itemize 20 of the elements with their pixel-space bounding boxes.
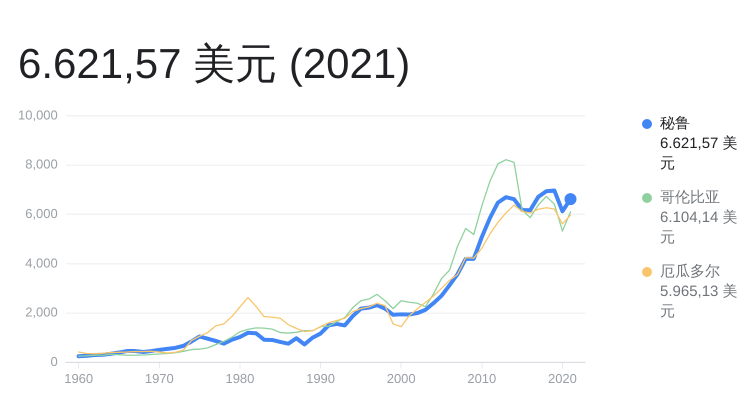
y-tick-label: 4,000	[25, 255, 58, 270]
y-tick-label: 10,000	[18, 107, 58, 122]
y-tick-label: 2,000	[25, 304, 58, 320]
x-tick-label: 1980	[225, 370, 254, 386]
text: 5.965,13 美元	[660, 282, 739, 322]
y-tick-label: 0	[50, 354, 58, 369]
x-tick-label: 2010	[467, 370, 496, 386]
legend-label: 厄瓜多尔	[660, 262, 721, 282]
legend-label: 哥伦比亚	[660, 188, 721, 208]
x-tick-label: 1990	[306, 370, 336, 386]
x-tick-label: 2000	[386, 370, 416, 386]
x-tick-label: 1960	[64, 370, 94, 386]
x-tick-label: 1970	[144, 370, 174, 386]
y-tick-label: 8,000	[25, 156, 58, 172]
y-tick-label: 6,000	[25, 206, 58, 222]
legend-label: 秘鲁	[660, 114, 691, 134]
x-tick-label: 2020	[548, 370, 577, 386]
chart-title: 6.621,57 美元 (2021)	[18, 39, 410, 89]
text: 6.621,57 美元	[660, 134, 739, 174]
text: 6.104,14 美元	[660, 208, 739, 248]
